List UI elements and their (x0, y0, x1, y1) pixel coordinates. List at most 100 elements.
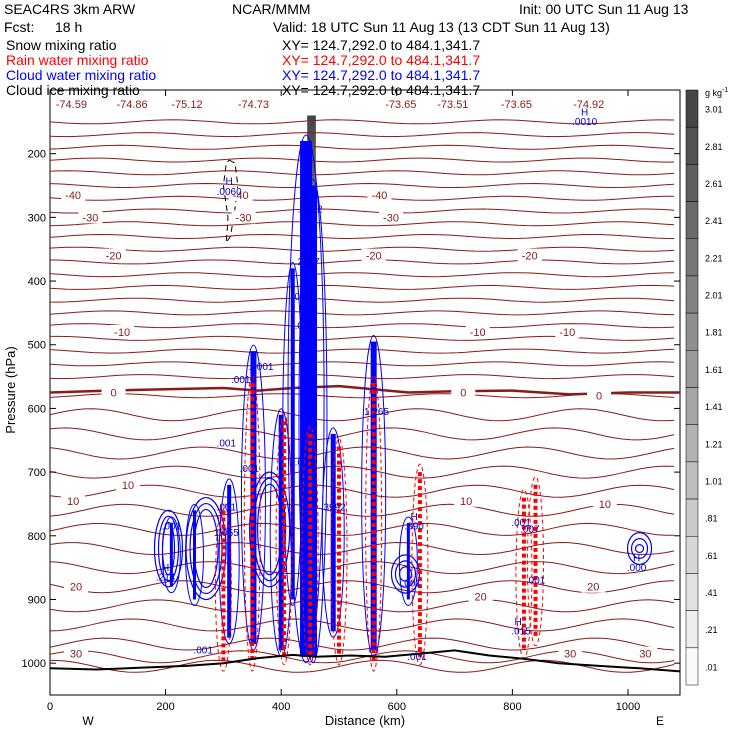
temperature-contour-label: 0 (460, 388, 466, 400)
y-tick-label: 300 (28, 212, 46, 224)
rain-water-contour (365, 374, 383, 672)
temperature-label-bg (555, 325, 580, 338)
cloud-water-contour (298, 179, 328, 664)
isotherm-line (49, 323, 675, 329)
legend-rain-name: Rain water mixing ratio (6, 52, 149, 68)
colorbar-swatch (685, 461, 699, 500)
temperature-label-bg (451, 385, 476, 399)
temperature-label-bg (228, 188, 253, 202)
contour-value-label: H (301, 193, 308, 204)
rain-water-contour (275, 412, 293, 666)
isotherm-line (49, 144, 675, 150)
legend-cloud-water-name: Cloud water mixing ratio (6, 67, 157, 83)
temperature-contour-label: 30 (639, 649, 651, 661)
contour-value-label: H (301, 248, 308, 259)
contour-value-label: 1.055 (214, 528, 239, 539)
temperature-label-bg (558, 646, 583, 660)
colorbar-unit: g kg-1 (705, 87, 728, 98)
contour-value-label: .007 (520, 525, 540, 536)
contour-value-label: .390 (404, 521, 424, 532)
rain-water-contour (214, 501, 232, 672)
isotherm-line (50, 335, 675, 341)
temperature-label-bg (581, 579, 606, 593)
rain-water-contour (243, 374, 261, 672)
colorbar-label: 1.61 (705, 365, 723, 375)
temperature-contour-label: 10 (122, 480, 134, 492)
y-tick-label: 500 (28, 340, 46, 352)
temperature-label-bg (116, 477, 141, 491)
contour-value-label: .001 (292, 292, 312, 303)
temperature-label-bg (64, 579, 89, 593)
x-tick-label: 600 (388, 701, 406, 713)
east-label: E (656, 714, 664, 728)
cloud-water-contour (249, 471, 291, 588)
colorbar-swatch (685, 89, 699, 128)
colorbar-swatch (685, 498, 699, 537)
isotherm-line (49, 157, 675, 163)
colorbar-label: 2.01 (705, 291, 723, 301)
colorbar-label: 2.41 (705, 216, 723, 226)
temperature-contour-label: 20 (474, 591, 486, 603)
cloud-water-column (290, 268, 295, 600)
top-temperature-label: -73.65 (501, 99, 532, 111)
isotherm-line (49, 310, 675, 316)
cloud-water-column (169, 523, 173, 587)
isotherm-line (49, 221, 675, 227)
isotherm-line (49, 182, 675, 189)
temperature-contour-label: 0 (111, 388, 117, 400)
colorbar-label: .21 (705, 625, 718, 635)
colorbar-label: 2.81 (705, 142, 723, 152)
fcst-value: 18 h (55, 19, 83, 35)
contour-value-label: .001 (217, 502, 237, 513)
colorbar-label: 1.41 (705, 402, 723, 412)
cloud-water-column (330, 433, 336, 632)
cloud-water-contour (630, 538, 649, 560)
temperature-contour-label: -20 (366, 251, 382, 263)
contour-value-label: .001 (217, 439, 237, 450)
temperature-label-bg (361, 248, 386, 262)
temperature-contour-label: -40 (65, 190, 81, 202)
top-temperature-label: -74.92 (573, 99, 604, 111)
contour-value-label: .001 (240, 464, 260, 475)
contour-value-label: .214 (156, 572, 176, 583)
temperature-contour-label: -10 (559, 327, 575, 339)
contour-value-label: .001 (162, 521, 182, 532)
isotherm-line (49, 195, 675, 201)
contour-value-label: .3992 (321, 502, 346, 513)
colorbar-swatch (685, 201, 699, 239)
temperature-contour-label: -40 (371, 190, 387, 202)
top-temperature-label: -73.51 (437, 99, 468, 111)
fcst-label: Fcst: (4, 19, 35, 35)
y-tick-label: 700 (28, 467, 46, 479)
x-tick-label: 0 (47, 701, 53, 713)
contour-value-label: .0001 (248, 362, 273, 373)
isotherm-line (49, 119, 675, 125)
isotherm-line (50, 297, 675, 303)
colorbar-label: 1.81 (705, 328, 723, 338)
temperature-contour-label: 10 (67, 496, 79, 508)
temperature-contour-label: -10 (470, 327, 486, 339)
temperature-contour-label: -30 (83, 212, 99, 224)
terrain-line (49, 649, 681, 673)
contour-value-label: .001 (526, 576, 546, 587)
temperature-contour-label: -30 (383, 212, 399, 224)
cloud-water-column (308, 185, 317, 657)
rain-water-contour (301, 425, 319, 666)
isotherm-line (49, 132, 675, 138)
contour-value-label: .001 (295, 321, 315, 332)
colorbar-swatch (685, 350, 699, 388)
colorbar-label: 1.01 (705, 476, 723, 486)
colorbar-swatch (685, 647, 699, 686)
colorbar-swatch (685, 275, 699, 314)
legend-snow-name: Snow mixing ratio (6, 37, 117, 53)
temperature-contour-label: -20 (522, 251, 538, 263)
cloud-ice-contour (222, 159, 239, 244)
temperature-label-bg (101, 385, 126, 399)
temperature-label-bg (592, 496, 617, 510)
rain-water-contour (330, 438, 348, 666)
isotherm-line (49, 618, 675, 632)
contour-value-label: .000 (627, 563, 647, 574)
temperature-contour-label: -40 (233, 190, 249, 202)
colorbar-swatch (685, 164, 699, 202)
model-title: SEAC4RS 3km ARW (4, 1, 136, 17)
